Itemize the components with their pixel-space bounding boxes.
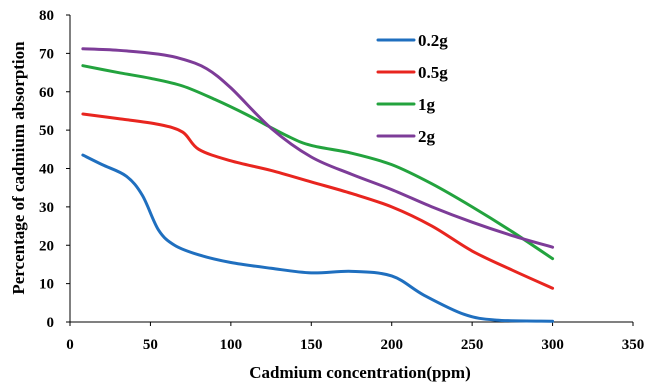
series-line-3 <box>81 64 555 261</box>
x-axis-label: Cadmium concentration(ppm) <box>249 363 470 382</box>
series-line-4 <box>81 47 555 249</box>
x-tick-label: 350 <box>622 337 645 353</box>
x-tick-label: 100 <box>220 337 243 353</box>
x-tick-label: 0 <box>66 337 74 353</box>
y-tick-label: 80 <box>39 8 54 24</box>
y-tick-label: 40 <box>39 162 54 178</box>
x-tick-label: 250 <box>461 337 484 353</box>
legend-label-3: 1g <box>418 95 436 114</box>
y-tick-label: 70 <box>39 46 54 62</box>
legend-label-4: 2g <box>418 127 436 146</box>
y-axis-label: Percentage of cadmium absorption <box>9 41 28 295</box>
x-tick-label: 150 <box>300 337 323 353</box>
y-tick-label: 0 <box>47 315 55 331</box>
legend-label-1: 0.2g <box>418 31 448 50</box>
y-tick-label: 60 <box>39 85 54 101</box>
legend-label-2: 0.5g <box>418 63 448 82</box>
series-line-1 <box>81 153 555 323</box>
y-tick-label: 10 <box>39 277 54 293</box>
x-tick-label: 50 <box>143 337 158 353</box>
x-tick-label: 200 <box>380 337 403 353</box>
axes: 0 10 20 30 40 50 60 70 80 0 50 100 150 200 250 300 350 <box>39 8 644 353</box>
series-lines <box>81 47 555 323</box>
series-line-2 <box>81 112 555 290</box>
x-tick-label: 300 <box>541 337 564 353</box>
legend: 0.2g 0.5g 1g 2g <box>376 31 448 146</box>
y-tick-label: 20 <box>39 238 54 254</box>
y-tick-label: 50 <box>39 123 54 139</box>
y-tick-label: 30 <box>39 200 54 216</box>
